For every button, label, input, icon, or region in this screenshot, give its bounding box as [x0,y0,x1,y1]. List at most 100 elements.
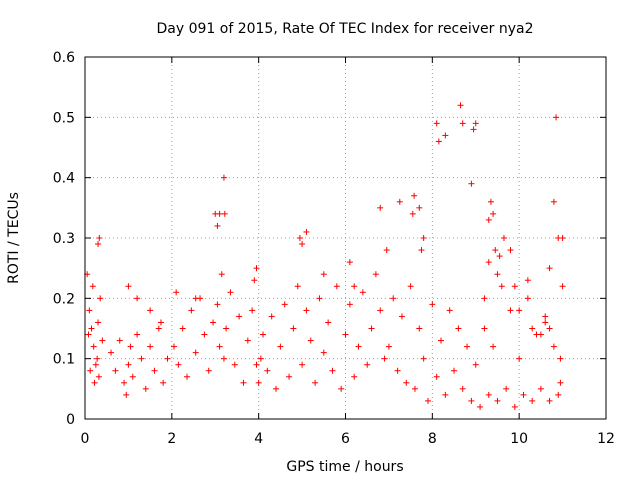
data-point [268,313,275,320]
data-point [138,355,145,362]
data-point [303,228,310,235]
data-point [342,331,349,338]
data-point [299,361,306,368]
data-point [487,198,494,205]
x-tick-label: 8 [428,431,437,447]
data-point [477,403,484,410]
data-point [171,343,178,350]
data-point [257,355,264,362]
data-point [351,373,358,380]
data-point [511,283,518,290]
data-point [147,343,154,350]
y-tick-labels: 0 0.1 0.2 0.3 0.4 0.5 0.6 [53,50,75,428]
data-point [94,355,101,362]
data-point [253,265,260,272]
y-tick-label: 0.4 [53,171,75,187]
data-points [84,102,566,410]
data-point [127,343,134,350]
data-point [116,337,123,344]
data-point [88,325,95,332]
data-point [500,235,507,241]
data-point [494,397,501,404]
data-point [223,325,230,332]
data-point [359,289,366,296]
data-point [249,307,256,314]
data-point [175,361,182,368]
data-point [377,204,384,211]
data-point [325,319,332,326]
data-point [490,210,497,217]
data-point [433,120,440,127]
data-point [227,289,234,296]
data-point [299,241,306,248]
data-point [542,319,549,326]
data-point [490,343,497,350]
data-point [420,235,427,241]
data-point [472,120,479,127]
data-point [125,361,132,368]
data-point [125,283,132,290]
data-point [155,325,162,332]
data-point [210,319,217,326]
data-point [286,373,293,380]
data-point [524,295,531,302]
data-point [537,331,544,338]
data-point [91,379,98,386]
data-point [192,349,199,356]
data-point [147,307,154,314]
data-point [433,373,440,380]
data-point [188,307,195,314]
data-point [307,337,314,344]
data-point [351,283,358,290]
data-point [201,331,208,338]
data-point [218,271,225,278]
data-point [472,361,479,368]
data-point [503,385,510,392]
data-point [329,367,336,374]
x-tick-labels: 0 2 4 6 8 10 12 [81,431,615,447]
data-point [398,313,405,320]
data-point [394,367,401,374]
data-point [97,295,104,302]
x-tick-label: 10 [510,431,528,447]
data-point [385,343,392,350]
data-point [557,355,564,362]
grid-lines [85,57,606,419]
data-point [555,391,562,398]
data-point [446,307,453,314]
data-point [303,307,310,314]
data-point [151,367,158,374]
data-point [173,289,180,296]
y-tick-label: 0.2 [53,291,75,307]
data-point [529,325,536,332]
data-point [96,235,103,241]
data-point [492,247,499,254]
data-point [498,283,505,290]
data-point [192,295,199,302]
y-tick-label: 0.5 [53,110,75,126]
data-point [240,379,247,386]
data-point [511,403,518,410]
data-point [346,259,353,266]
data-point [420,355,427,362]
data-point [424,397,431,404]
data-point [346,301,353,308]
data-point [214,222,221,229]
data-point [429,301,436,308]
data-point [221,210,228,217]
data-point [320,271,327,278]
axis-ticks [84,56,607,420]
data-point [277,343,284,350]
data-point [355,343,362,350]
data-point [312,379,319,386]
data-point [368,325,375,332]
data-point [468,180,475,187]
data-point [372,271,379,278]
data-point [435,138,442,145]
data-point [485,216,492,223]
data-point [92,361,99,368]
data-point [95,319,102,326]
data-point [86,307,93,314]
data-point [290,325,297,332]
